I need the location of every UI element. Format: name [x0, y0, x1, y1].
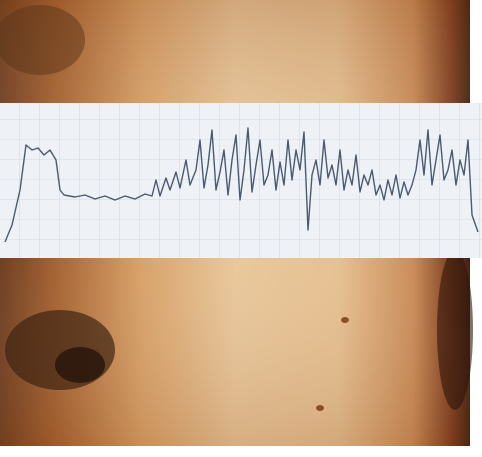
spot: [341, 317, 349, 323]
page: [0, 0, 482, 457]
knot: [5, 310, 115, 390]
photo: [0, 0, 482, 457]
knot-core: [55, 347, 105, 383]
spot: [316, 405, 324, 411]
bark-edge: [437, 250, 473, 410]
printout-grid: [0, 103, 482, 258]
